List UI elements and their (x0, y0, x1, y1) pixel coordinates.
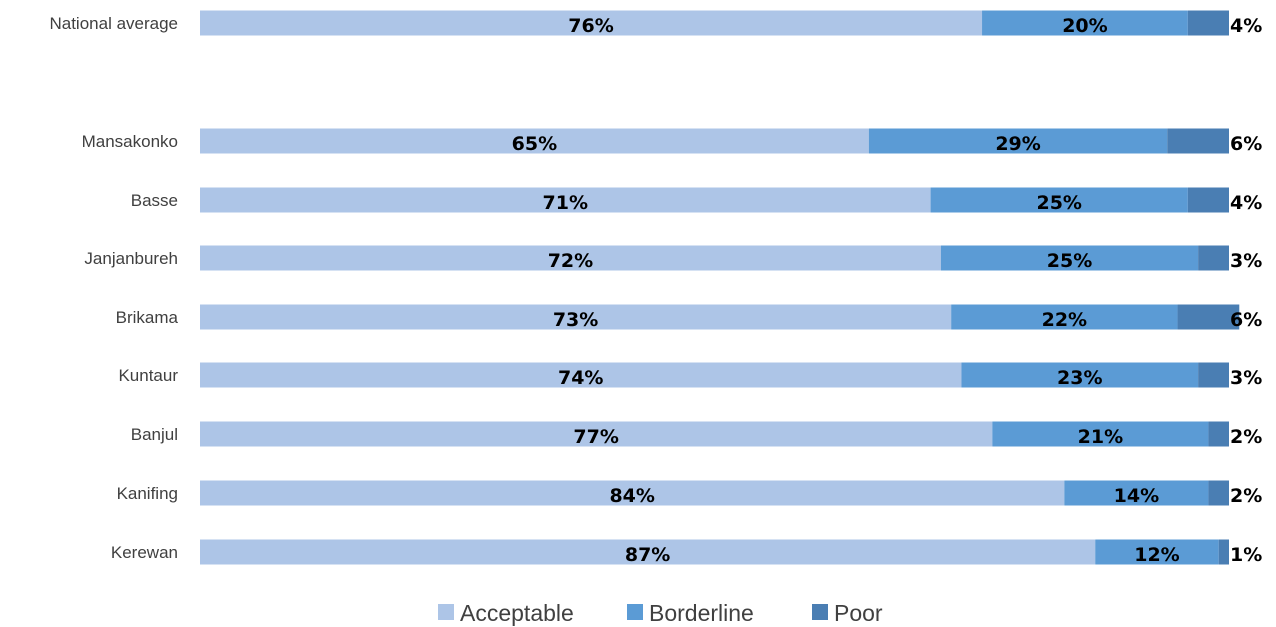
value-label-acceptable-janjanbureh: 72% (548, 250, 593, 272)
value-label-acceptable-national-average: 76% (568, 15, 613, 37)
value-label-poor-national-average: 4% (1230, 15, 1262, 37)
plot-area: National average 76% 20% 4% Mansakonko 65% 29%… (49, 10, 1262, 566)
value-label-poor-mansakonko: 6% (1230, 133, 1262, 155)
value-label-borderline-brikama: 22% (1042, 309, 1087, 331)
bar-borderline-mansakonko (868, 128, 1168, 154)
bar-borderline-kerewan (1095, 539, 1219, 565)
bar-acceptable-janjanbureh (200, 245, 941, 271)
value-label-poor-basse: 4% (1230, 192, 1262, 214)
value-label-acceptable-mansakonko: 65% (512, 133, 557, 155)
value-label-borderline-basse: 25% (1036, 192, 1081, 214)
bar-acceptable-national-average (200, 10, 983, 36)
legend-swatch-acceptable (438, 604, 454, 620)
legend: Acceptable Borderline Poor (438, 600, 883, 626)
value-label-poor-kuntaur: 3% (1230, 367, 1262, 389)
bar-acceptable-basse (200, 187, 931, 213)
category-label-kerewan: Kerewan (111, 543, 178, 562)
legend-label-borderline: Borderline (649, 600, 754, 626)
value-label-borderline-kuntaur: 23% (1057, 367, 1102, 389)
category-label-banjul: Banjul (131, 425, 178, 444)
value-label-poor-kanifing: 2% (1230, 485, 1262, 507)
legend-label-poor: Poor (834, 600, 883, 626)
value-label-borderline-kanifing: 14% (1114, 485, 1159, 507)
category-label-kanifing: Kanifing (117, 484, 178, 503)
category-label-basse: Basse (131, 191, 178, 210)
bar-poor-kerewan (1218, 539, 1229, 565)
bar-acceptable-brikama (200, 304, 952, 330)
bar-acceptable-banjul (200, 421, 993, 447)
bar-borderline-kuntaur (961, 362, 1199, 388)
category-label-brikama: Brikama (116, 308, 179, 327)
bar-borderline-basse (930, 187, 1188, 213)
legend-swatch-poor (812, 604, 828, 620)
legend-swatch-borderline (627, 604, 643, 620)
bar-poor-banjul (1208, 421, 1229, 447)
bar-borderline-brikama (951, 304, 1178, 330)
value-label-poor-brikama: 6% (1230, 309, 1262, 331)
value-label-borderline-national-average: 20% (1062, 15, 1107, 37)
bar-poor-mansakonko (1167, 128, 1229, 154)
bar-acceptable-mansakonko (200, 128, 869, 154)
category-label-mansakonko: Mansakonko (82, 132, 178, 151)
value-label-acceptable-banjul: 77% (573, 426, 618, 448)
value-label-poor-kerewan: 1% (1230, 544, 1262, 566)
bar-borderline-kanifing (1064, 480, 1209, 506)
value-label-borderline-banjul: 21% (1078, 426, 1123, 448)
bar-borderline-janjanbureh (940, 245, 1199, 271)
bar-poor-national-average (1187, 10, 1229, 36)
value-label-acceptable-basse: 71% (543, 192, 588, 214)
bar-acceptable-kuntaur (200, 362, 962, 388)
bar-poor-brikama (1177, 304, 1240, 330)
bar-acceptable-kanifing (200, 480, 1065, 506)
legend-label-acceptable: Acceptable (460, 600, 574, 626)
value-label-poor-banjul: 2% (1230, 426, 1262, 448)
value-label-poor-janjanbureh: 3% (1230, 250, 1262, 272)
value-label-acceptable-kanifing: 84% (609, 485, 654, 507)
value-label-acceptable-kuntaur: 74% (558, 367, 603, 389)
bar-borderline-banjul (992, 421, 1209, 447)
bar-poor-basse (1187, 187, 1229, 213)
bar-borderline-national-average (982, 10, 1188, 36)
category-label-kuntaur: Kuntaur (118, 366, 178, 385)
bar-poor-kanifing (1208, 480, 1229, 506)
bar-poor-kuntaur (1198, 362, 1229, 388)
bar-poor-janjanbureh (1198, 245, 1229, 271)
bar-acceptable-kerewan (200, 539, 1096, 565)
value-label-borderline-mansakonko: 29% (995, 133, 1040, 155)
value-label-borderline-janjanbureh: 25% (1047, 250, 1092, 272)
value-label-acceptable-brikama: 73% (553, 309, 598, 331)
value-label-borderline-kerewan: 12% (1134, 544, 1179, 566)
category-label-janjanbureh: Janjanbureh (84, 249, 178, 268)
category-label-national-average: National average (49, 14, 178, 33)
value-label-acceptable-kerewan: 87% (625, 544, 670, 566)
